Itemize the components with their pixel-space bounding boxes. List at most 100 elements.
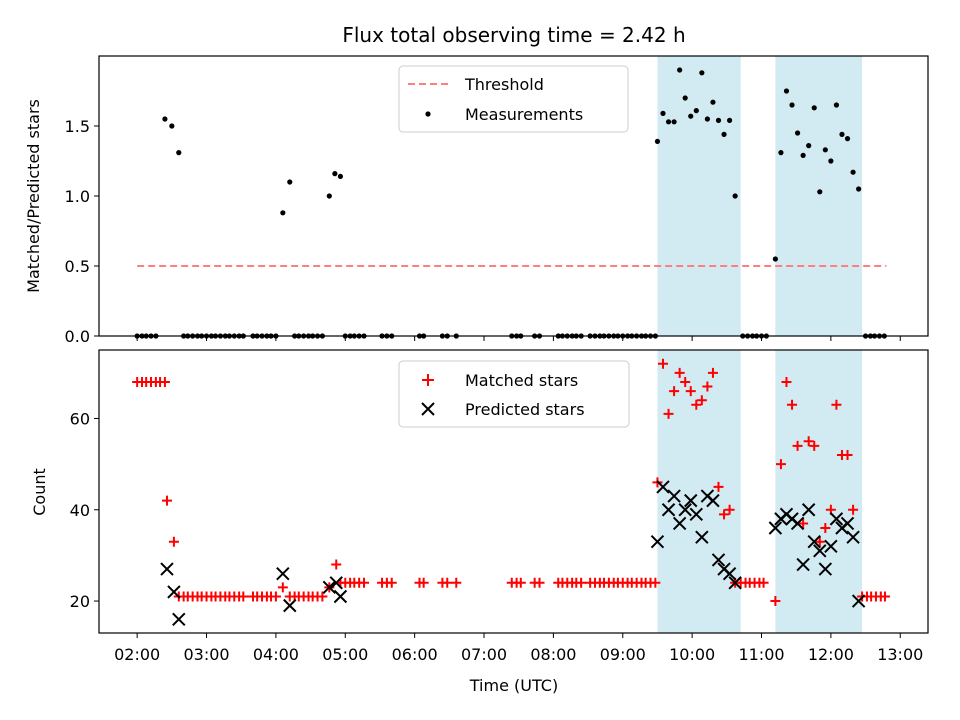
measurement-point xyxy=(811,105,817,111)
matched-star-point xyxy=(451,577,462,588)
x-axis-label: Time (UTC) xyxy=(469,676,558,695)
matched-star-point xyxy=(669,386,680,397)
matched-star-point xyxy=(576,577,587,588)
predicted-star-point xyxy=(695,530,709,544)
measurement-point xyxy=(677,67,683,73)
measurement-point xyxy=(162,116,168,122)
predicted-star-point xyxy=(813,544,827,558)
matched-star-point xyxy=(792,440,803,451)
top-legend-box xyxy=(398,65,629,133)
predicted-star-point xyxy=(722,566,737,581)
predicted-star-point xyxy=(689,507,704,522)
measurement-point xyxy=(287,179,293,185)
x-ticks-bottom: 02:00 03:00 04:00 05:00 06:00 07:00 08:00 09:00… xyxy=(114,633,923,664)
y-tick-label: 60 xyxy=(70,409,90,428)
y-tick-label: 40 xyxy=(70,501,90,520)
legend-measurements-label: Measurements xyxy=(465,105,583,124)
matched-star-point xyxy=(814,536,825,547)
matched-star-point xyxy=(831,399,842,410)
predicted-star-point xyxy=(678,503,692,517)
legend-measurement-swatch xyxy=(425,111,431,117)
measurement-point xyxy=(280,210,286,216)
measurement-point xyxy=(856,186,862,192)
matched-star-point xyxy=(803,436,814,447)
matched-star-point xyxy=(168,536,179,547)
matched-star-point xyxy=(657,358,668,369)
matched-star-point xyxy=(820,523,831,534)
measurement-point xyxy=(710,99,716,105)
x-tick-label: 12:00 xyxy=(808,645,854,664)
x-tick-label: 11:00 xyxy=(738,645,784,664)
predicted-star-point xyxy=(322,580,337,595)
predicted-star-point xyxy=(728,576,742,590)
matched-star-point xyxy=(386,577,397,588)
matched-star-point xyxy=(685,386,696,397)
measurement-point xyxy=(715,117,722,123)
measurement-point xyxy=(665,119,672,125)
bottom-y-axis-label: Count xyxy=(30,468,49,516)
predicted-star-point xyxy=(656,480,670,494)
top-y-axis-label: Matched/Predicted stars xyxy=(24,99,43,293)
legend-matched-swatch xyxy=(422,374,434,386)
predicted-star-point xyxy=(167,585,181,599)
matched-star-point xyxy=(515,577,526,588)
measurement-point xyxy=(326,193,332,199)
measurement-point xyxy=(850,169,856,175)
matched-star-point xyxy=(770,596,781,607)
shaded-span xyxy=(657,56,741,336)
measurement-point xyxy=(654,138,661,144)
measurement-point xyxy=(828,158,834,164)
y-ticks-top: 0.0 0.5 1.0 1.5 xyxy=(65,117,99,346)
chart-title: Flux total observing time = 2.42 h xyxy=(342,23,685,47)
bottom-legend-box xyxy=(398,360,630,428)
measurement-point xyxy=(704,116,710,122)
measurement-point xyxy=(839,131,845,137)
y-tick-label: 0.5 xyxy=(65,257,90,276)
matched-star-point xyxy=(161,495,172,506)
predicted-star-point xyxy=(160,562,174,576)
predicted-star-point xyxy=(283,598,297,613)
x-tick-label: 07:00 xyxy=(461,645,507,664)
measurement-point xyxy=(732,193,738,199)
y-tick-label: 1.5 xyxy=(65,117,90,136)
predicted-star-point xyxy=(796,557,810,572)
matched-star-point xyxy=(680,376,691,387)
predicted-star-point xyxy=(851,594,866,608)
measurement-point xyxy=(332,171,338,177)
x-tick-label: 09:00 xyxy=(600,645,646,664)
matched-star-point xyxy=(270,591,281,602)
measurement-point xyxy=(806,143,812,149)
shaded-span xyxy=(775,350,863,633)
predicted-star-point xyxy=(333,589,348,604)
shaded-span xyxy=(775,56,863,336)
predicted-star-point xyxy=(829,512,844,526)
matched-star-point xyxy=(442,577,453,588)
y-tick-label: 1.0 xyxy=(65,187,90,206)
count-points xyxy=(132,358,890,627)
bottom-legend: Matched stars Predicted stars xyxy=(398,360,630,428)
predicted-star-point xyxy=(824,539,838,553)
matched-star-point xyxy=(809,440,820,451)
bottom-axes-frame xyxy=(98,349,929,634)
measurement-point xyxy=(789,102,795,108)
measurement-point xyxy=(169,123,175,129)
predicted-star-point xyxy=(801,503,816,517)
predicted-star-point xyxy=(672,516,687,531)
measurement-point xyxy=(693,108,699,114)
matched-star-point xyxy=(534,577,545,588)
predicted-star-point xyxy=(790,516,805,531)
measurement-point xyxy=(726,117,733,123)
predicted-star-point xyxy=(329,576,343,590)
matched-star-point xyxy=(696,395,707,406)
measurement-point xyxy=(699,70,705,76)
x-tick-label: 08:00 xyxy=(530,645,576,664)
matched-star-point xyxy=(691,399,702,410)
predicted-star-point xyxy=(846,530,860,544)
matched-star-point xyxy=(702,381,713,392)
predicted-star-point xyxy=(667,489,681,503)
measurement-point xyxy=(660,110,666,116)
matched-star-point xyxy=(787,399,798,410)
measurement-point xyxy=(688,113,694,119)
matched-star-point xyxy=(758,577,769,588)
matched-star-point xyxy=(317,591,328,602)
